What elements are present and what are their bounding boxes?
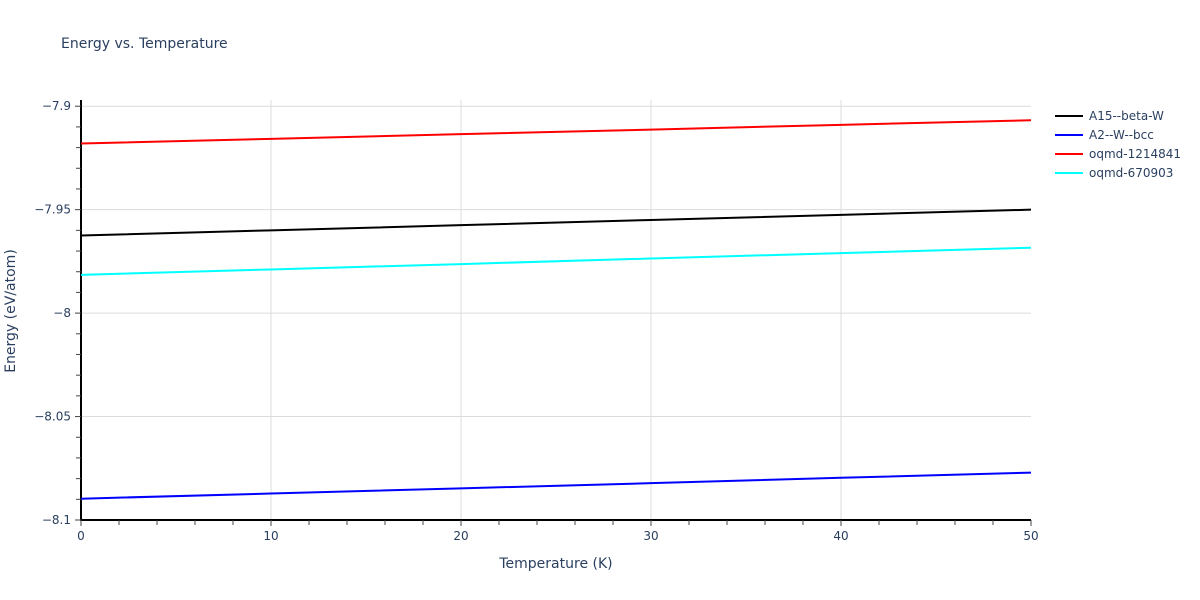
legend-label: A15--beta-W bbox=[1089, 108, 1164, 123]
y-tick-label: −8.05 bbox=[34, 410, 71, 424]
legend-label: oqmd-1214841 bbox=[1089, 146, 1182, 161]
x-tick-label: 40 bbox=[833, 529, 848, 543]
line-swatch-icon bbox=[1055, 133, 1083, 136]
y-axis-title: Energy (eV/atom) bbox=[3, 249, 19, 373]
y-tick-label: −8.1 bbox=[42, 513, 71, 527]
x-tick-label: 20 bbox=[453, 529, 468, 543]
x-tick-label: 0 bbox=[77, 529, 85, 543]
legend-label: oqmd-670903 bbox=[1089, 165, 1174, 180]
y-tick-label: −8 bbox=[53, 306, 71, 320]
chart-title: Energy vs. Temperature bbox=[61, 36, 228, 52]
x-tick-label: 30 bbox=[643, 529, 658, 543]
x-axis-title: Temperature (K) bbox=[498, 556, 612, 572]
series-line-a15-beta-w[interactable] bbox=[80, 208, 1032, 237]
line-swatch-icon bbox=[1055, 152, 1083, 155]
series-line-oqmd-670903[interactable] bbox=[80, 246, 1032, 276]
legend-item-a15-beta-w[interactable]: A15--beta-W bbox=[1055, 106, 1181, 125]
line-swatch-icon bbox=[1055, 171, 1083, 174]
y-tick-label: −7.95 bbox=[34, 203, 71, 217]
series-line-a2-w-bcc[interactable] bbox=[80, 471, 1032, 500]
legend: A15--beta-W A2--W--bcc oqmd-1214841 oqmd… bbox=[1055, 106, 1181, 182]
legend-item-a2-w-bcc[interactable]: A2--W--bcc bbox=[1055, 125, 1181, 144]
legend-label: A2--W--bcc bbox=[1089, 127, 1154, 142]
legend-item-oqmd-1214841[interactable]: oqmd-1214841 bbox=[1055, 144, 1181, 163]
legend-item-oqmd-670903[interactable]: oqmd-670903 bbox=[1055, 163, 1181, 182]
x-tick-label: 10 bbox=[263, 529, 278, 543]
series-line-oqmd-1214841[interactable] bbox=[80, 119, 1032, 145]
line-swatch-icon bbox=[1055, 114, 1083, 117]
y-tick-label: −7.9 bbox=[42, 99, 71, 113]
x-tick-label: 50 bbox=[1023, 529, 1038, 543]
